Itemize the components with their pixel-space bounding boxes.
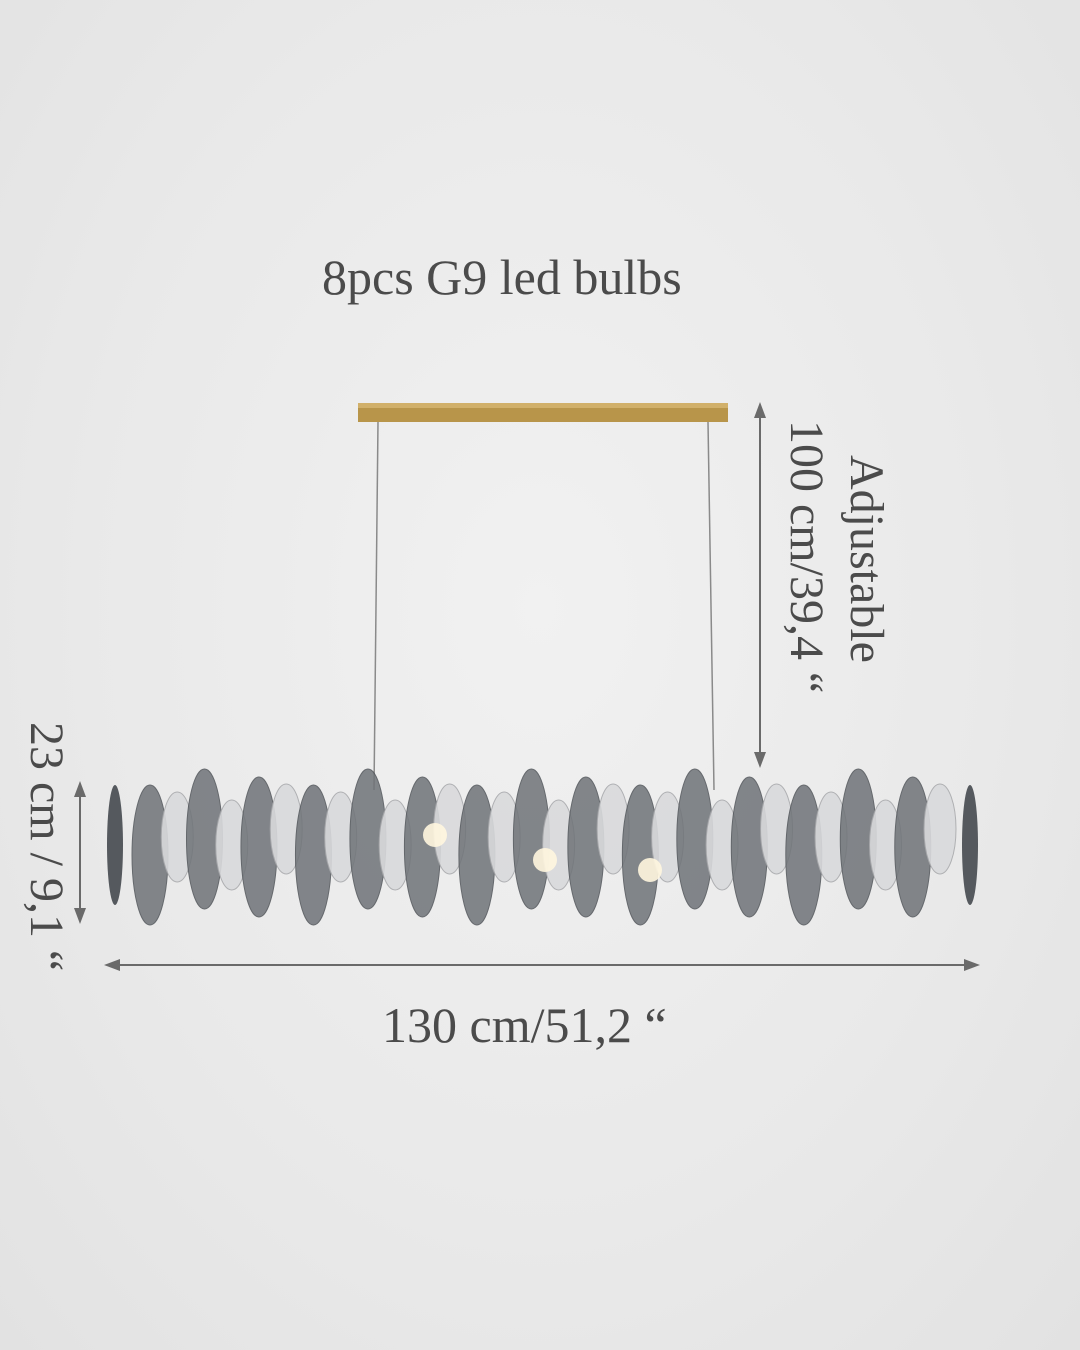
- end-crystal: [107, 785, 123, 905]
- suspension-wire-right: [707, 421, 715, 791]
- adjustable-label: Adjustable: [840, 455, 893, 663]
- bulb-glow: [423, 823, 447, 847]
- bulb-glow: [533, 848, 557, 872]
- depth-dimension-label: 23 cm / 9,1 “: [20, 722, 73, 972]
- depth-arrow: [74, 781, 86, 924]
- canopy-highlight: [358, 403, 728, 408]
- clear-crystal: [923, 783, 957, 875]
- height-dimension-label: 100 cm/39,4 “: [780, 420, 833, 694]
- suspension-wire-left: [373, 421, 379, 791]
- width-dimension-label: 130 cm/51,2 “: [382, 997, 667, 1053]
- width-arrow: [104, 959, 980, 971]
- bulb-count-title: 8pcs G9 led bulbs: [322, 249, 682, 305]
- end-crystal: [962, 785, 978, 905]
- height-arrow: [754, 402, 766, 768]
- bulb-glow: [638, 858, 662, 882]
- crystal-row: [107, 768, 978, 926]
